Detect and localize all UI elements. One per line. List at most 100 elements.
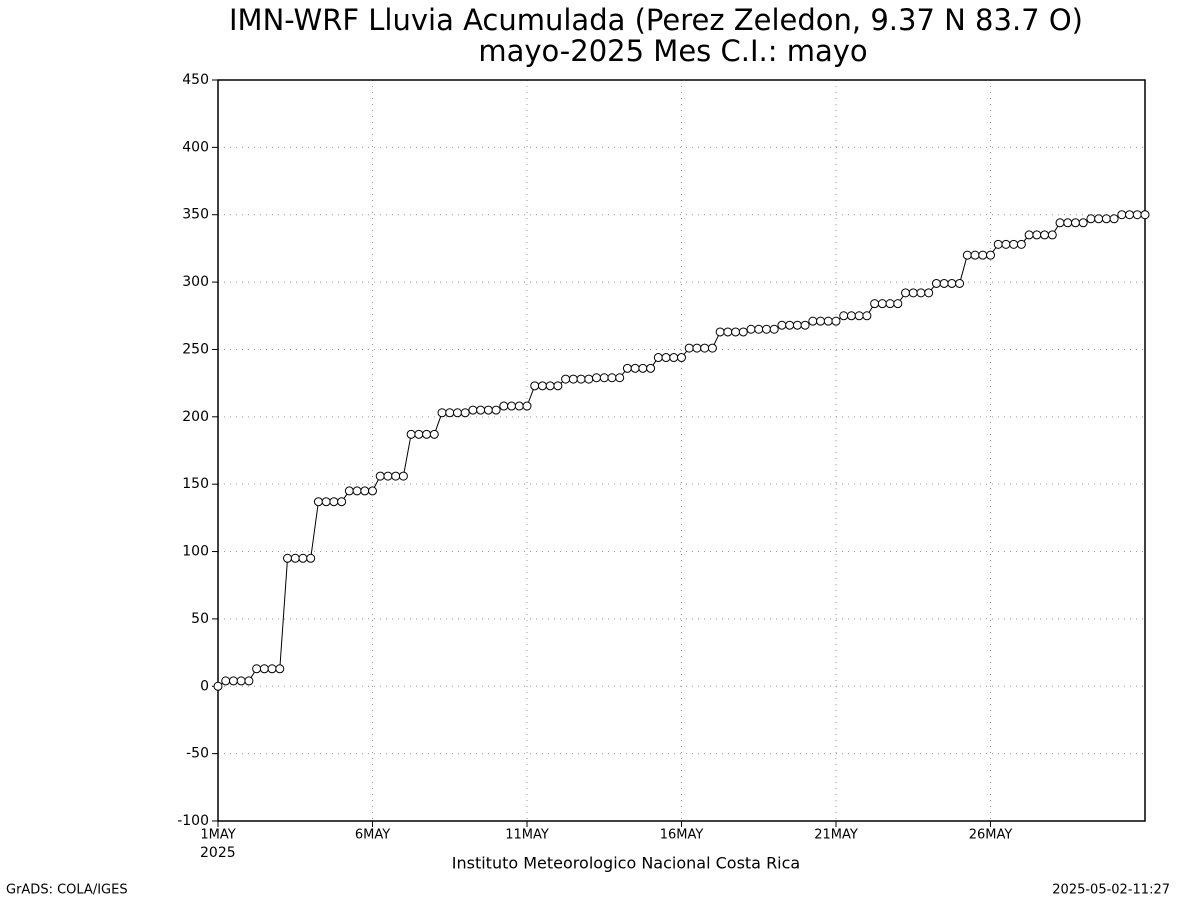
data-point — [522, 401, 532, 411]
data-point — [1132, 210, 1142, 220]
data-point — [792, 320, 802, 330]
data-point — [677, 353, 686, 363]
data-point — [692, 343, 702, 353]
y-tick-label: 450 — [182, 72, 209, 88]
data-point — [267, 664, 277, 674]
y-tick-label: -50 — [186, 746, 209, 762]
data-point — [1001, 239, 1011, 249]
data-point — [723, 327, 733, 337]
data-point — [414, 429, 424, 439]
data-point — [684, 343, 694, 353]
data-point — [460, 408, 470, 418]
data-point — [622, 363, 632, 373]
x-tick-label: 6MAY — [355, 828, 390, 843]
y-tick-label: 100 — [182, 544, 209, 560]
data-point — [707, 343, 717, 353]
footer-left: GrADS: COLA/IGES — [6, 883, 128, 898]
y-tick-label: 0 — [200, 678, 209, 694]
data-point — [553, 381, 563, 391]
plot-frame — [217, 79, 1146, 822]
data-point — [437, 408, 447, 418]
data-point — [537, 381, 547, 391]
data-point — [507, 401, 517, 411]
data-point — [947, 278, 957, 288]
data-point — [769, 324, 779, 334]
data-point — [383, 471, 393, 481]
data-point — [846, 311, 856, 321]
data-point — [1140, 210, 1150, 220]
data-point — [700, 343, 710, 353]
data-point — [607, 373, 617, 383]
data-point — [993, 239, 1003, 249]
data-point — [800, 320, 810, 330]
data-point — [329, 497, 339, 507]
data-point — [468, 405, 478, 415]
data-point — [599, 373, 609, 383]
data-point — [1109, 214, 1119, 224]
year-label: 2025 — [200, 845, 236, 861]
data-point — [221, 676, 231, 686]
data-point — [259, 664, 269, 674]
y-tick-label: 400 — [182, 139, 209, 155]
x-axis-label: Instituto Meteorologico Nacional Costa R… — [452, 854, 800, 873]
data-point — [924, 288, 934, 298]
data-point — [1016, 239, 1026, 249]
data-point — [731, 327, 741, 337]
chart-subtitle: mayo-2025 Mes C.I.: mayo — [478, 34, 867, 68]
data-line — [217, 214, 1145, 687]
data-point — [483, 405, 493, 415]
data-point — [839, 311, 849, 321]
data-point — [777, 320, 787, 330]
data-point — [877, 299, 887, 309]
data-point — [955, 278, 965, 288]
data-point — [893, 299, 903, 309]
data-point — [1040, 230, 1050, 240]
data-point — [321, 497, 331, 507]
data-point — [491, 405, 501, 415]
data-point — [452, 408, 462, 418]
data-point — [344, 486, 354, 496]
x-tick-label: 26MAY — [969, 828, 1013, 843]
data-point — [360, 486, 370, 496]
data-point — [908, 288, 918, 298]
x-tick-label: 21MAY — [814, 828, 858, 843]
data-point — [313, 497, 323, 507]
data-point — [939, 278, 949, 288]
data-point — [1063, 218, 1073, 228]
data-point — [916, 288, 926, 298]
data-point — [391, 471, 401, 481]
data-point — [1094, 214, 1104, 224]
data-point — [885, 299, 895, 309]
data-point — [970, 250, 980, 260]
y-tick-label: -100 — [177, 813, 209, 829]
data-point — [283, 553, 293, 563]
data-point — [236, 676, 246, 686]
y-tick-label: 350 — [182, 207, 209, 223]
data-point — [715, 327, 725, 337]
data-point — [244, 676, 254, 686]
data-point — [615, 373, 625, 383]
data-point — [213, 681, 223, 691]
data-point — [854, 311, 864, 321]
data-point — [476, 405, 486, 415]
data-point — [901, 288, 911, 298]
data-point — [1055, 218, 1065, 228]
y-tick-label: 200 — [182, 409, 209, 425]
data-point — [1125, 210, 1135, 220]
data-point — [1086, 214, 1096, 224]
data-point — [761, 324, 771, 334]
data-point — [1032, 230, 1042, 240]
data-point — [962, 250, 972, 260]
data-point — [592, 373, 602, 383]
footer-right: 2025-05-02-11:27 — [1052, 883, 1170, 898]
chart-title: IMN-WRF Lluvia Acumulada (Perez Zeledon,… — [229, 3, 1083, 37]
data-point — [445, 408, 455, 418]
data-point — [298, 553, 308, 563]
data-point — [1047, 230, 1057, 240]
data-point — [870, 299, 880, 309]
data-point — [375, 471, 385, 481]
data-point — [931, 278, 941, 288]
data-point — [290, 553, 300, 563]
y-tick-label: 250 — [182, 341, 209, 357]
